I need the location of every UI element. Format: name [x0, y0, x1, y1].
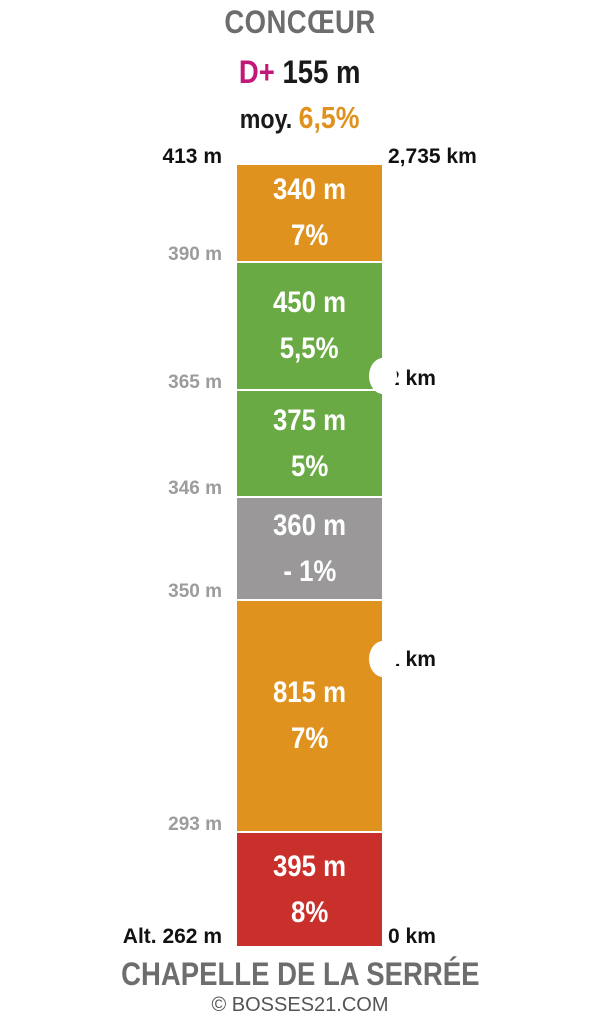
climb-title-text: CONCŒUR	[224, 4, 376, 40]
altitude-label: 293 m	[168, 814, 222, 835]
altitude-label: 346 m	[168, 478, 222, 499]
climb-title: CONCŒUR	[0, 4, 600, 41]
segment-4: 360 m - 1%	[237, 496, 382, 599]
altitude-label: 350 m	[168, 581, 222, 602]
altitude-label-summit: 413 m	[162, 145, 222, 168]
altitude-label-start: Alt. 262 m	[122, 925, 222, 948]
copyright: © BOSSES21.COM	[211, 994, 389, 1016]
segment-5: 815 m 7%	[237, 599, 382, 831]
segment-3: 375 m 5%	[237, 389, 382, 496]
segment-grade: 8%	[290, 895, 329, 929]
segment-length: 395 m	[272, 849, 347, 883]
segment-grade: 7%	[290, 219, 329, 252]
km-marker-2	[369, 358, 397, 394]
segment-length: 815 m	[272, 676, 347, 709]
segment-2: 450 m 5,5%	[237, 261, 382, 389]
segment-length: 340 m	[272, 173, 347, 206]
segment-grade: 7%	[290, 722, 329, 755]
distance-label-1km: 1 km	[388, 648, 436, 671]
altitude-label: 390 m	[168, 244, 222, 265]
segment-grade: 5,5%	[280, 332, 339, 365]
elevation-gain: D+ 155 m	[0, 54, 600, 91]
segment-length: 375 m	[272, 403, 347, 437]
segment-length: 450 m	[272, 286, 347, 319]
segment-grade: 5%	[290, 449, 329, 483]
distance-label-total: 2,735 km	[388, 145, 477, 168]
distance-label-2km: 2 km	[388, 367, 436, 390]
km-marker-1	[369, 641, 397, 677]
distance-label-start: 0 km	[388, 925, 436, 948]
segment-1: 340 m 7%	[237, 165, 382, 261]
start-location: CHAPELLE DE LA SERRÉE	[0, 956, 600, 993]
average-grade-value: 6,5%	[299, 100, 360, 135]
climb-profile-column: 340 m 7% 450 m 5,5% 375 m 5% 360 m - 1% …	[237, 165, 382, 946]
altitude-label: 365 m	[168, 372, 222, 393]
average-grade: moy. 6,5%	[0, 100, 600, 136]
average-grade-label: moy.	[240, 104, 293, 134]
elevation-gain-value: 155 m	[282, 54, 361, 90]
segment-grade: - 1%	[282, 554, 337, 588]
start-location-text: CHAPELLE DE LA SERRÉE	[120, 956, 480, 992]
elevation-gain-label: D+	[239, 54, 276, 90]
segment-length: 360 m	[272, 508, 347, 542]
segment-6: 395 m 8%	[237, 831, 382, 946]
